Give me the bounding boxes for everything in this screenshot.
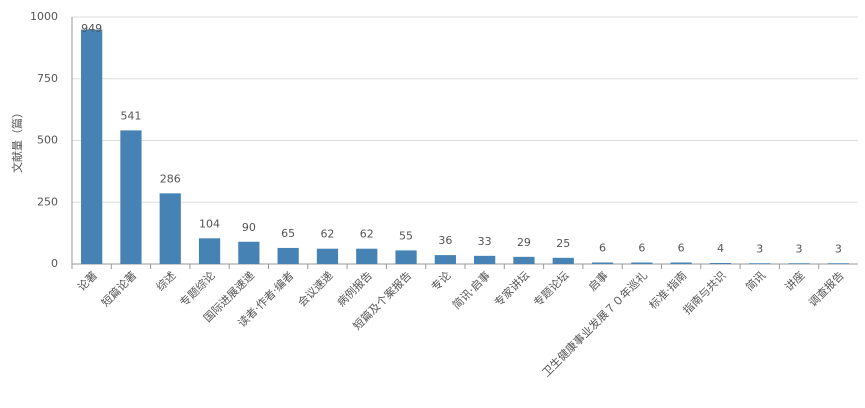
bar [159,193,181,264]
x-tick-label: 讲座 [782,268,807,293]
value-label: 90 [242,221,256,234]
bar [395,250,417,264]
x-tick-label: 简讯 [743,268,768,293]
value-label: 949 [81,22,102,35]
bar [238,241,260,264]
value-label: 33 [478,235,492,248]
x-tick-label: 专家讲坛 [491,268,532,309]
value-label: 6 [638,242,645,255]
value-label: 3 [756,242,763,255]
value-label: 3 [796,242,803,255]
value-label: 36 [438,234,452,247]
bar [120,130,142,264]
x-tick-label: 简讯·启事 [449,268,492,311]
y-tick-label: 750 [37,72,58,85]
bar [356,248,378,264]
bar [81,29,103,264]
y-tick-label: 1000 [30,10,58,23]
bar [670,262,692,264]
value-label: 4 [717,242,724,255]
value-label: 55 [399,229,413,242]
x-tick-label: 综述 [153,268,178,293]
value-label: 3 [835,242,842,255]
y-axis-label: 文献量（篇） [10,107,24,173]
value-label: 6 [599,242,606,255]
bar [513,256,535,264]
x-tick-label: 专题综论 [177,268,218,309]
value-label: 6 [678,242,685,255]
bar [552,257,574,264]
bar [277,247,299,264]
value-label: 62 [360,228,374,241]
x-tick-label: 短篇论著 [98,268,139,309]
bar [316,248,339,264]
x-tick-label: 专论 [428,268,453,293]
y-tick-label: 250 [37,195,58,208]
value-label: 65 [281,227,295,240]
bar [198,238,221,264]
value-label: 62 [320,228,334,241]
bar [434,255,456,264]
value-label: 29 [517,236,531,249]
x-tick-label: 调查报告 [806,268,847,309]
x-tick-label: 启事 [586,269,611,294]
x-tick-label: 指南与共识 [680,268,729,317]
value-label: 25 [556,237,570,250]
value-label: 541 [120,109,141,122]
bar [709,263,732,264]
x-tick-label: 会议速递 [295,268,336,309]
bar [591,262,614,264]
bar [631,262,653,264]
x-tick-label: 专题论坛 [530,268,571,309]
y-tick-label: 0 [51,257,58,270]
x-tick-label: 病例报告 [334,268,375,309]
bar [788,263,810,264]
bar [749,263,771,264]
x-tick-label: 论著 [74,268,99,293]
value-label: 104 [199,217,220,230]
value-label: 286 [160,172,181,185]
bar [827,263,849,264]
bar [474,255,496,264]
y-tick-label: 500 [37,134,58,147]
